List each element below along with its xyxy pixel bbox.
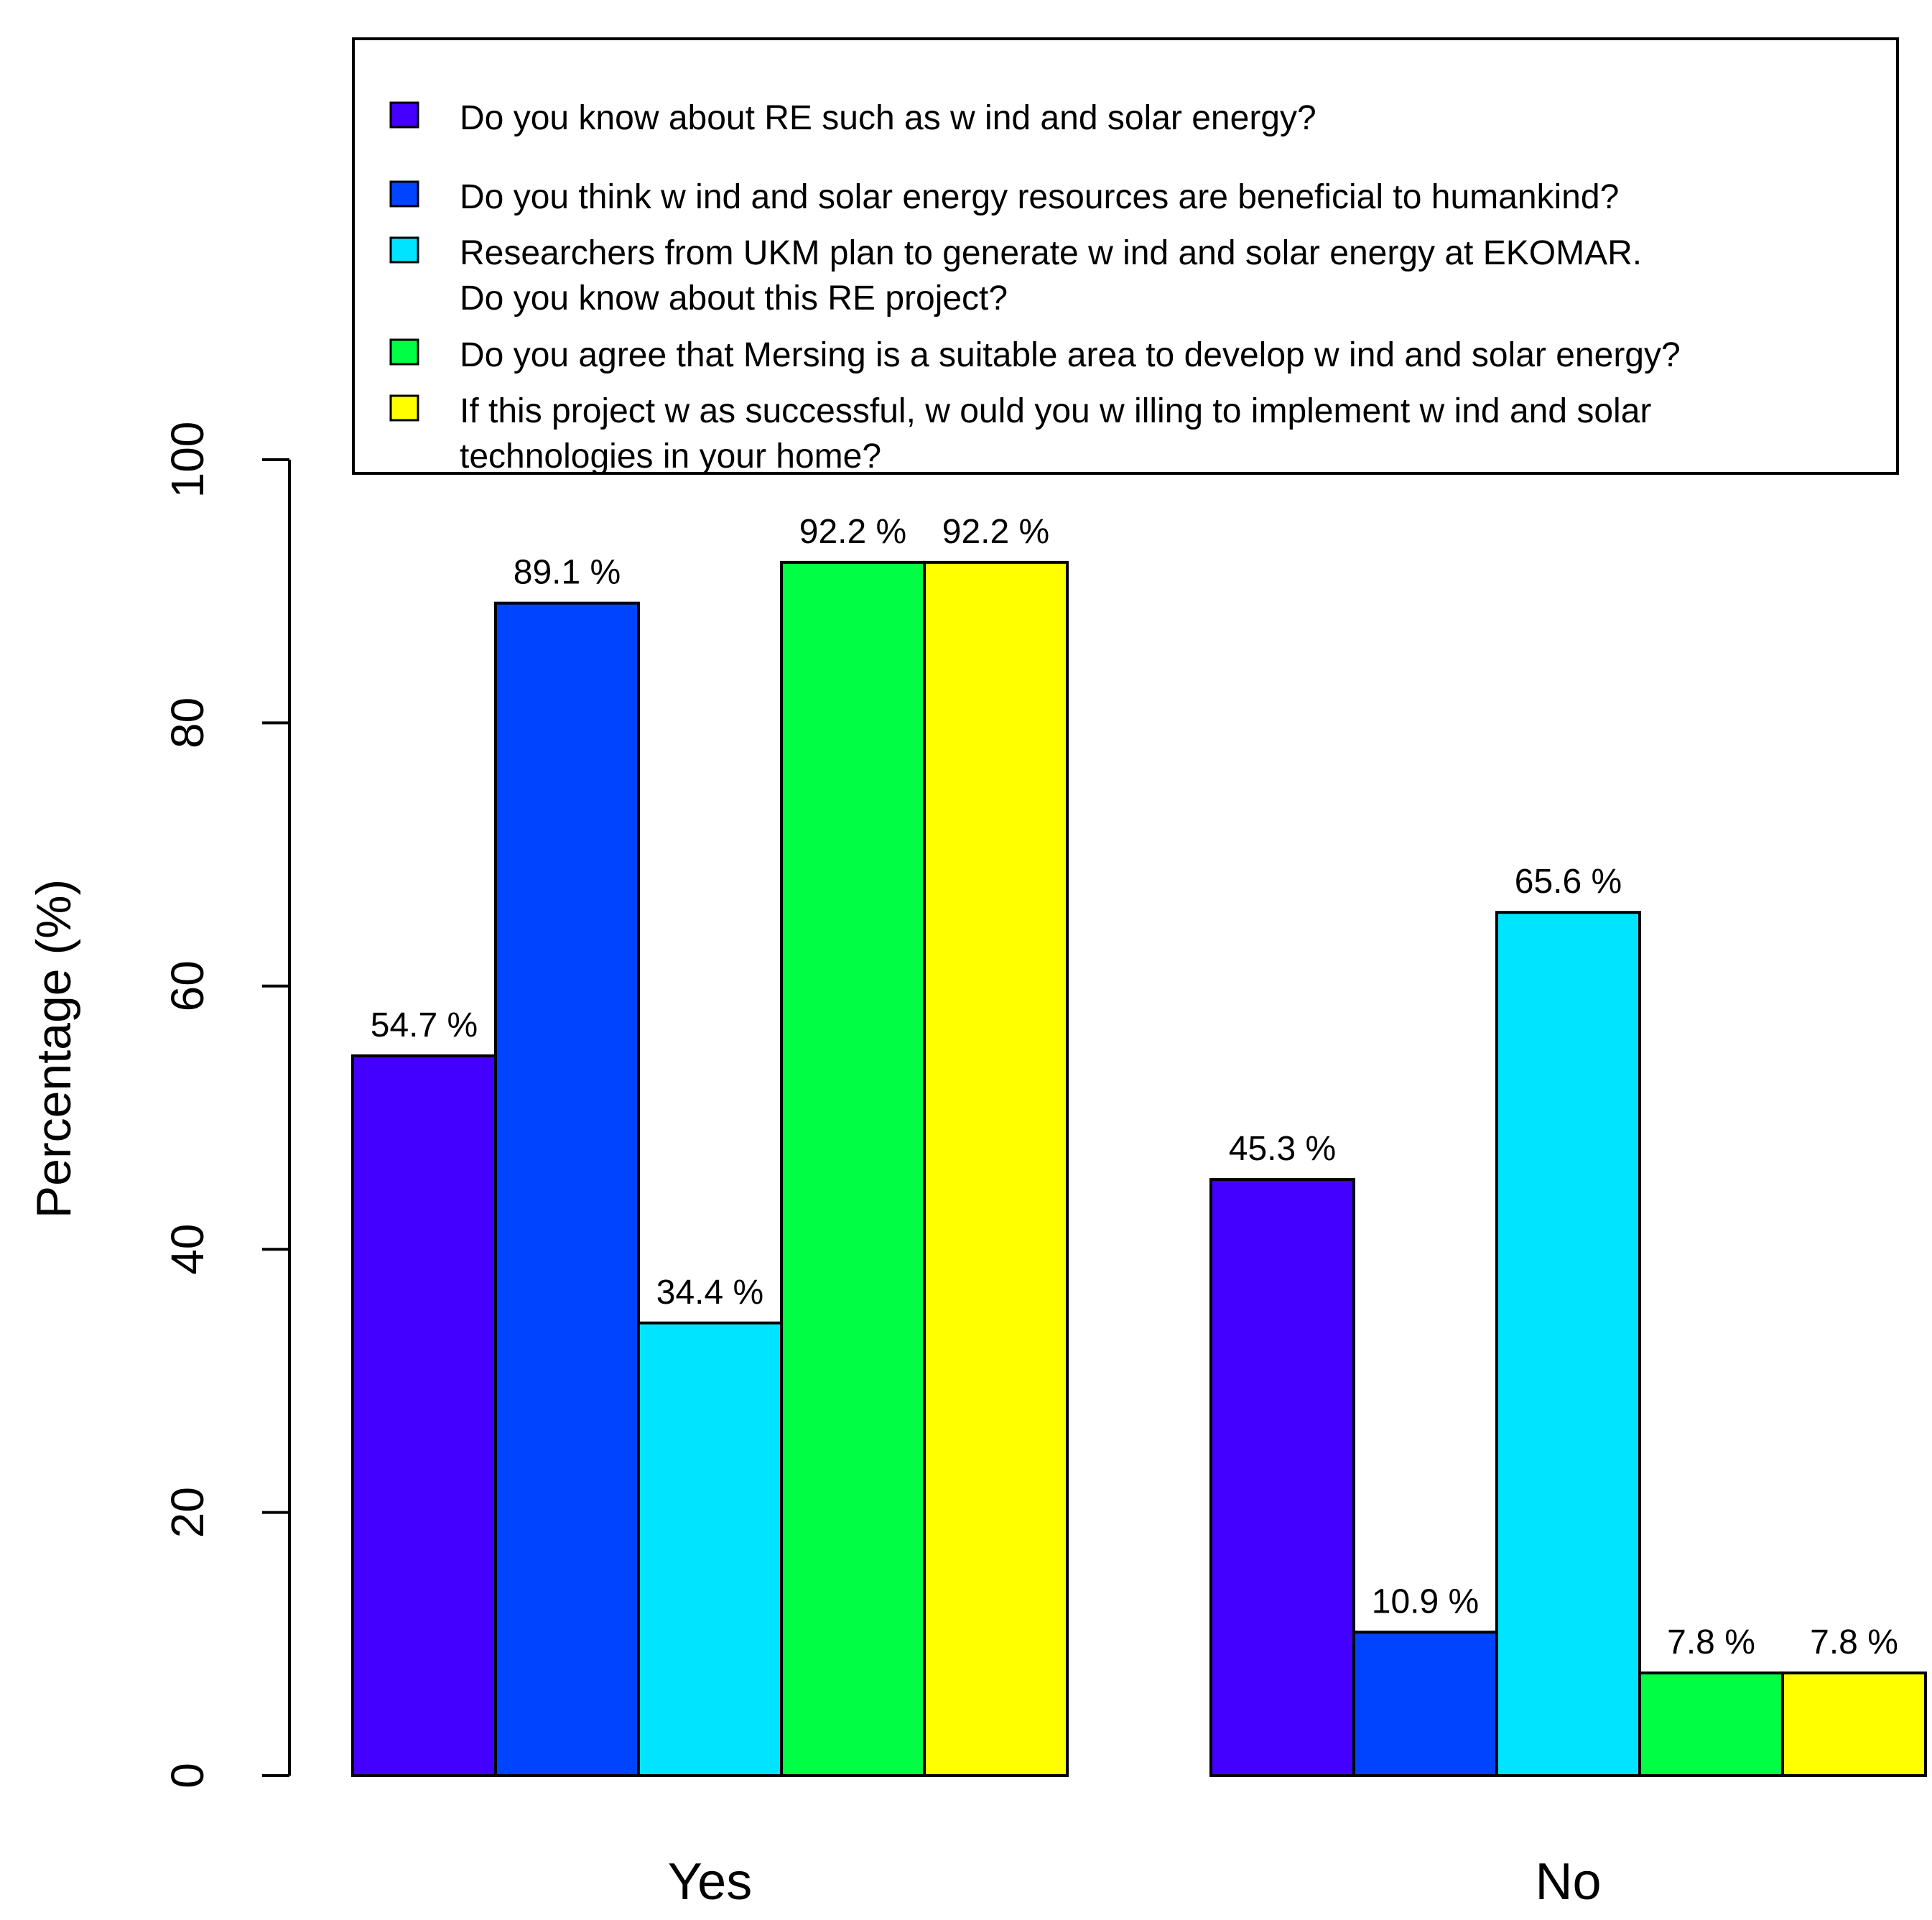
bar-value-label: 10.9 % — [1372, 1582, 1479, 1620]
legend-entry-label: Do you know about RE such as w ind and s… — [460, 99, 1316, 137]
legend-swatch — [389, 338, 419, 366]
legend-swatch — [389, 101, 419, 129]
bar-value-label: 65.6 % — [1515, 863, 1622, 901]
bar-value-label: 92.2 % — [942, 513, 1049, 551]
y-tick-label: 20 — [162, 1487, 213, 1538]
x-category-label: No — [1535, 1853, 1601, 1911]
legend-entry-label: If this project w as successful, w ould … — [460, 392, 1651, 476]
y-axis-label: Percentage (%) — [27, 879, 81, 1218]
legend-entry-label: Do you agree that Mersing is a suitable … — [460, 336, 1681, 374]
y-axis: 0 20 40 60 80 100 — [162, 422, 291, 1789]
bar-value-label: 34.4 % — [656, 1274, 763, 1312]
legend-entry-label: Researchers from UKM plan to generate w … — [460, 234, 1642, 317]
legend-box — [352, 37, 1899, 475]
bar-value-label: 7.8 % — [1810, 1623, 1898, 1661]
bar — [1352, 1631, 1498, 1778]
bar — [1638, 1671, 1784, 1777]
y-tick-label: 80 — [162, 697, 213, 748]
bar — [1781, 1671, 1927, 1777]
bar — [1495, 911, 1641, 1777]
bar-value-label: 89.1 % — [514, 554, 621, 592]
y-tick-label: 60 — [162, 960, 213, 1011]
legend-swatch — [389, 180, 419, 208]
bar-value-label: 45.3 % — [1229, 1130, 1336, 1168]
bar — [351, 1054, 497, 1777]
y-tick-label: 100 — [162, 422, 213, 498]
x-axis-category-labels: Yes No — [668, 1853, 1602, 1911]
bar-value-label: 92.2 % — [799, 513, 906, 551]
bar — [923, 560, 1069, 1777]
bar-value-labels: 54.7 % 89.1 % 34.4 % 92.2 % 92.2 % 45.3 % 10.9… — [371, 513, 1898, 1661]
legend-entry-label: Do you think w ind and solar energy reso… — [460, 178, 1619, 216]
y-tick-label: 0 — [162, 1763, 213, 1789]
legend-swatch — [389, 394, 419, 422]
y-tick-label: 40 — [162, 1224, 213, 1275]
bar — [494, 601, 640, 1777]
legend: Do you know about RE such as w ind and s… — [352, 37, 1899, 476]
bar-value-label: 7.8 % — [1667, 1623, 1755, 1661]
bar — [1209, 1178, 1355, 1777]
bar — [637, 1321, 783, 1777]
legend-swatch — [389, 236, 419, 264]
x-category-label: Yes — [668, 1853, 752, 1911]
bar-value-label: 54.7 % — [371, 1006, 478, 1044]
bar — [780, 560, 926, 1777]
bars — [351, 560, 1927, 1778]
